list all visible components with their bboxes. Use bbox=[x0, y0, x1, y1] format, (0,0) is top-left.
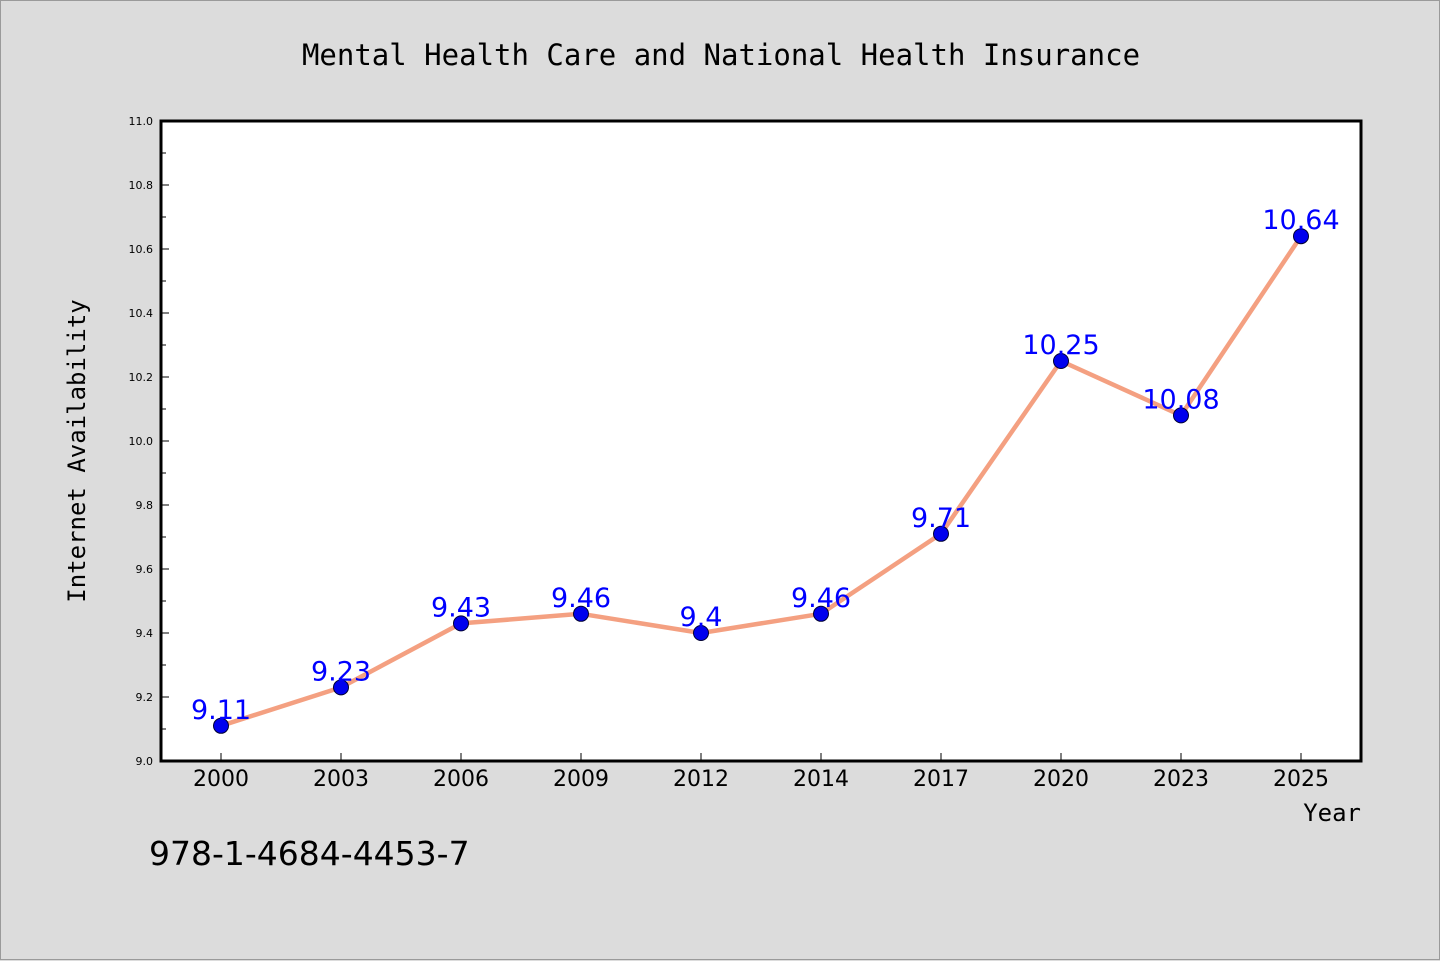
y-tick-label: 9.0 bbox=[136, 755, 154, 768]
data-label: 10.25 bbox=[1022, 330, 1099, 361]
y-tick-label: 10.6 bbox=[129, 243, 154, 256]
y-axis-label: Internet Availability bbox=[63, 299, 91, 602]
x-tick-label: 2000 bbox=[193, 767, 249, 792]
y-tick-label: 10.0 bbox=[129, 435, 154, 448]
data-point bbox=[933, 525, 949, 542]
y-tick-label: 10.4 bbox=[129, 307, 154, 320]
data-point bbox=[693, 625, 709, 641]
y-tick-label: 9.2 bbox=[136, 691, 154, 704]
y-tick-label: 11.0 bbox=[129, 115, 154, 128]
data-label: 9.11 bbox=[191, 695, 251, 726]
y-tick-label: 9.8 bbox=[136, 499, 154, 512]
data-point bbox=[453, 615, 469, 632]
data-label: 9.23 bbox=[311, 656, 371, 687]
data-point bbox=[1293, 228, 1309, 245]
data-label: 9.43 bbox=[431, 592, 491, 623]
chart-title: Mental Health Care and National Health I… bbox=[302, 38, 1140, 72]
x-tick-label: 2009 bbox=[553, 767, 609, 792]
data-point bbox=[1173, 407, 1189, 424]
data-point bbox=[1053, 353, 1069, 369]
y-tick-label: 10.8 bbox=[129, 179, 154, 192]
x-tick-label: 2012 bbox=[673, 767, 729, 792]
x-tick-label: 2003 bbox=[313, 767, 369, 792]
data-label: 9.46 bbox=[551, 583, 611, 614]
isbn-text: 978-1-4684-4453-7 bbox=[149, 834, 470, 873]
data-label: 9.46 bbox=[791, 583, 851, 614]
data-point bbox=[573, 605, 589, 622]
y-tick-label: 9.4 bbox=[136, 627, 154, 640]
series-line-group: 9.11 9.23 9.43 9.46 9.4 9.46 9.71 10.25 10.08 10.… bbox=[191, 205, 1340, 734]
data-label: 10.08 bbox=[1142, 384, 1219, 415]
y-axis: 9.0 9.2 9.4 9.6 9.8 10.0 10.2 10.4 10.6 10.8 11.0 bbox=[129, 115, 169, 768]
x-tick-label: 2014 bbox=[793, 767, 849, 792]
data-label: 9.4 bbox=[680, 602, 723, 633]
data-label: 9.71 bbox=[911, 503, 971, 534]
x-tick-label: 2020 bbox=[1033, 767, 1089, 792]
x-axis: 2000 2003 2006 2009 2012 2014 2017 2020 2023 2025 bbox=[193, 753, 1329, 792]
data-label: 10.64 bbox=[1262, 205, 1339, 236]
series-line bbox=[220, 234, 1303, 728]
data-point bbox=[213, 717, 229, 734]
x-tick-label: 2025 bbox=[1273, 767, 1329, 792]
x-tick-label: 2023 bbox=[1153, 767, 1209, 792]
data-point bbox=[813, 605, 829, 622]
data-point bbox=[333, 679, 349, 696]
y-tick-label: 10.2 bbox=[129, 371, 154, 384]
x-tick-label: 2006 bbox=[433, 767, 489, 792]
plot-area bbox=[159, 119, 1363, 763]
x-tick-label: 2017 bbox=[913, 767, 969, 792]
x-axis-label: Year bbox=[1303, 799, 1361, 827]
y-tick-label: 9.6 bbox=[136, 563, 154, 576]
